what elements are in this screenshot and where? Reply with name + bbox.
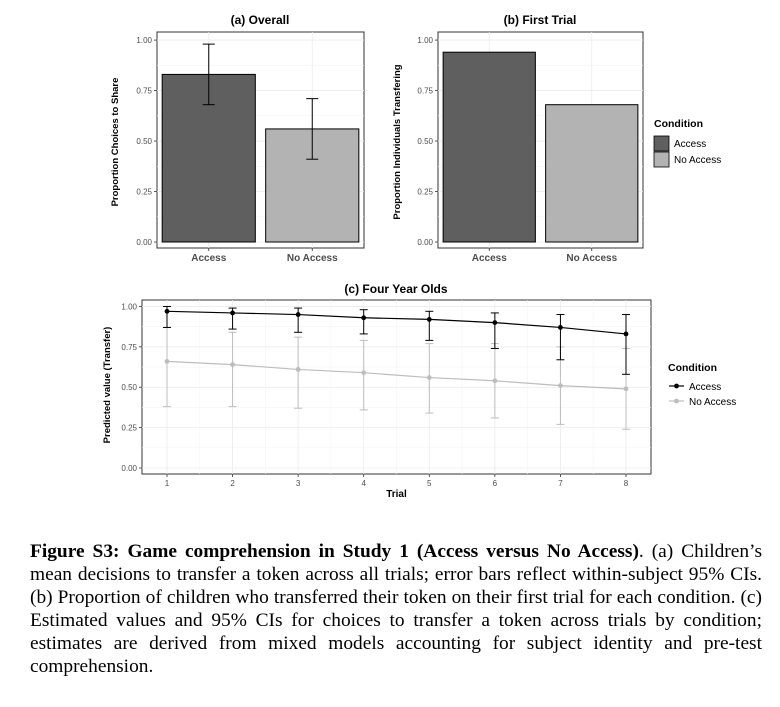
x-tick-label: 5 [427, 479, 432, 488]
data-point [230, 310, 235, 316]
y-axis-label: Proportion Choices to Share [110, 78, 121, 207]
data-point [623, 386, 629, 392]
chart-title: (a) Overall [231, 13, 290, 27]
legend-label: No Access [674, 155, 721, 166]
figure: 0.00 0.25 0.50 0.75 1.00 (a) Overall Proportio… [102, 13, 736, 500]
x-tick-label: Access [191, 253, 226, 264]
x-axis-label: Trial [386, 489, 407, 500]
chart-title: (b) First Trial [504, 13, 577, 27]
x-tick-label: 6 [493, 479, 498, 488]
data-point [558, 383, 563, 389]
data-point [558, 325, 563, 330]
legend-title: Condition [668, 362, 717, 374]
y-tick-label: 0.75 [136, 87, 152, 96]
y-axis-label: Proportion Individuals Transfering [392, 64, 403, 219]
legend-key-point [674, 383, 679, 389]
bar-no-access [545, 104, 639, 243]
series-access [163, 305, 630, 375]
legend-title: Condition [654, 118, 703, 130]
x-tick-label: 4 [361, 479, 366, 488]
legend-swatch [653, 135, 670, 152]
y-tick-label: 0.25 [121, 424, 137, 433]
x-tick-label: 2 [230, 479, 235, 488]
x-tick-label: Access [472, 253, 507, 264]
y-tick-label: 1.00 [121, 302, 137, 311]
caption-text: . (a) Children’s mean decisions to trans… [30, 541, 762, 677]
y-tick-label: 0.75 [121, 343, 137, 352]
series-line [166, 310, 627, 335]
data-point [361, 370, 367, 376]
legend-swatch [653, 151, 670, 168]
y-tick-label: 0.75 [417, 87, 433, 96]
data-point [492, 320, 498, 326]
y-tick-label: 0.00 [121, 464, 137, 473]
data-point [426, 375, 432, 380]
y-tick-label: 0.00 [136, 238, 152, 247]
data-point [295, 367, 301, 372]
x-tick-label: 8 [624, 479, 629, 488]
x-tick-label: 3 [296, 479, 301, 488]
panel-a: 0.00 0.25 0.50 0.75 1.00 (a) Overall Proportio… [110, 13, 365, 264]
legend: Condition Access No Access [668, 362, 736, 408]
legend-label: No Access [689, 397, 736, 408]
panel-b: 0.00 0.25 0.50 0.75 1.00 (b) First Trial Propo… [392, 13, 721, 264]
legend-label: Access [674, 139, 706, 150]
data-point [164, 308, 170, 314]
x-tick-label: 1 [165, 479, 170, 488]
series-line [166, 360, 627, 390]
data-point [164, 358, 170, 364]
data-point [623, 331, 629, 337]
y-tick-label: 1.00 [417, 36, 433, 45]
y-tick-label: 0.00 [417, 238, 433, 247]
chart-title: (c) Four Year Olds [344, 282, 447, 296]
y-axis-label: Predicted value (Transfer) [102, 327, 113, 444]
y-tick-label: 0.25 [136, 188, 152, 197]
data-point [426, 316, 432, 322]
data-point [361, 315, 367, 321]
caption-bold: Figure S3: Game comprehension in Study 1… [30, 541, 639, 562]
y-tick-label: 1.00 [136, 36, 152, 45]
legend: Condition Access No Access [653, 118, 721, 168]
bar-access [442, 51, 536, 243]
y-tick-label: 0.25 [417, 188, 433, 197]
x-tick-label: No Access [287, 253, 338, 264]
y-tick-label: 0.50 [121, 383, 137, 392]
y-tick-label: 0.50 [417, 137, 433, 146]
data-point [230, 362, 235, 368]
legend-label: Access [689, 382, 721, 393]
panel-c: 0.00 0.25 0.50 0.75 1.00 (c) Four Year Olds Pr… [102, 282, 736, 500]
y-tick-label: 0.50 [136, 137, 152, 146]
data-point [295, 312, 301, 317]
x-tick-label: 7 [558, 479, 563, 488]
figure-caption: Figure S3: Game comprehension in Study 1… [30, 540, 762, 678]
legend-key-point [674, 398, 679, 404]
x-tick-label: No Access [566, 253, 617, 264]
data-point [492, 378, 498, 384]
